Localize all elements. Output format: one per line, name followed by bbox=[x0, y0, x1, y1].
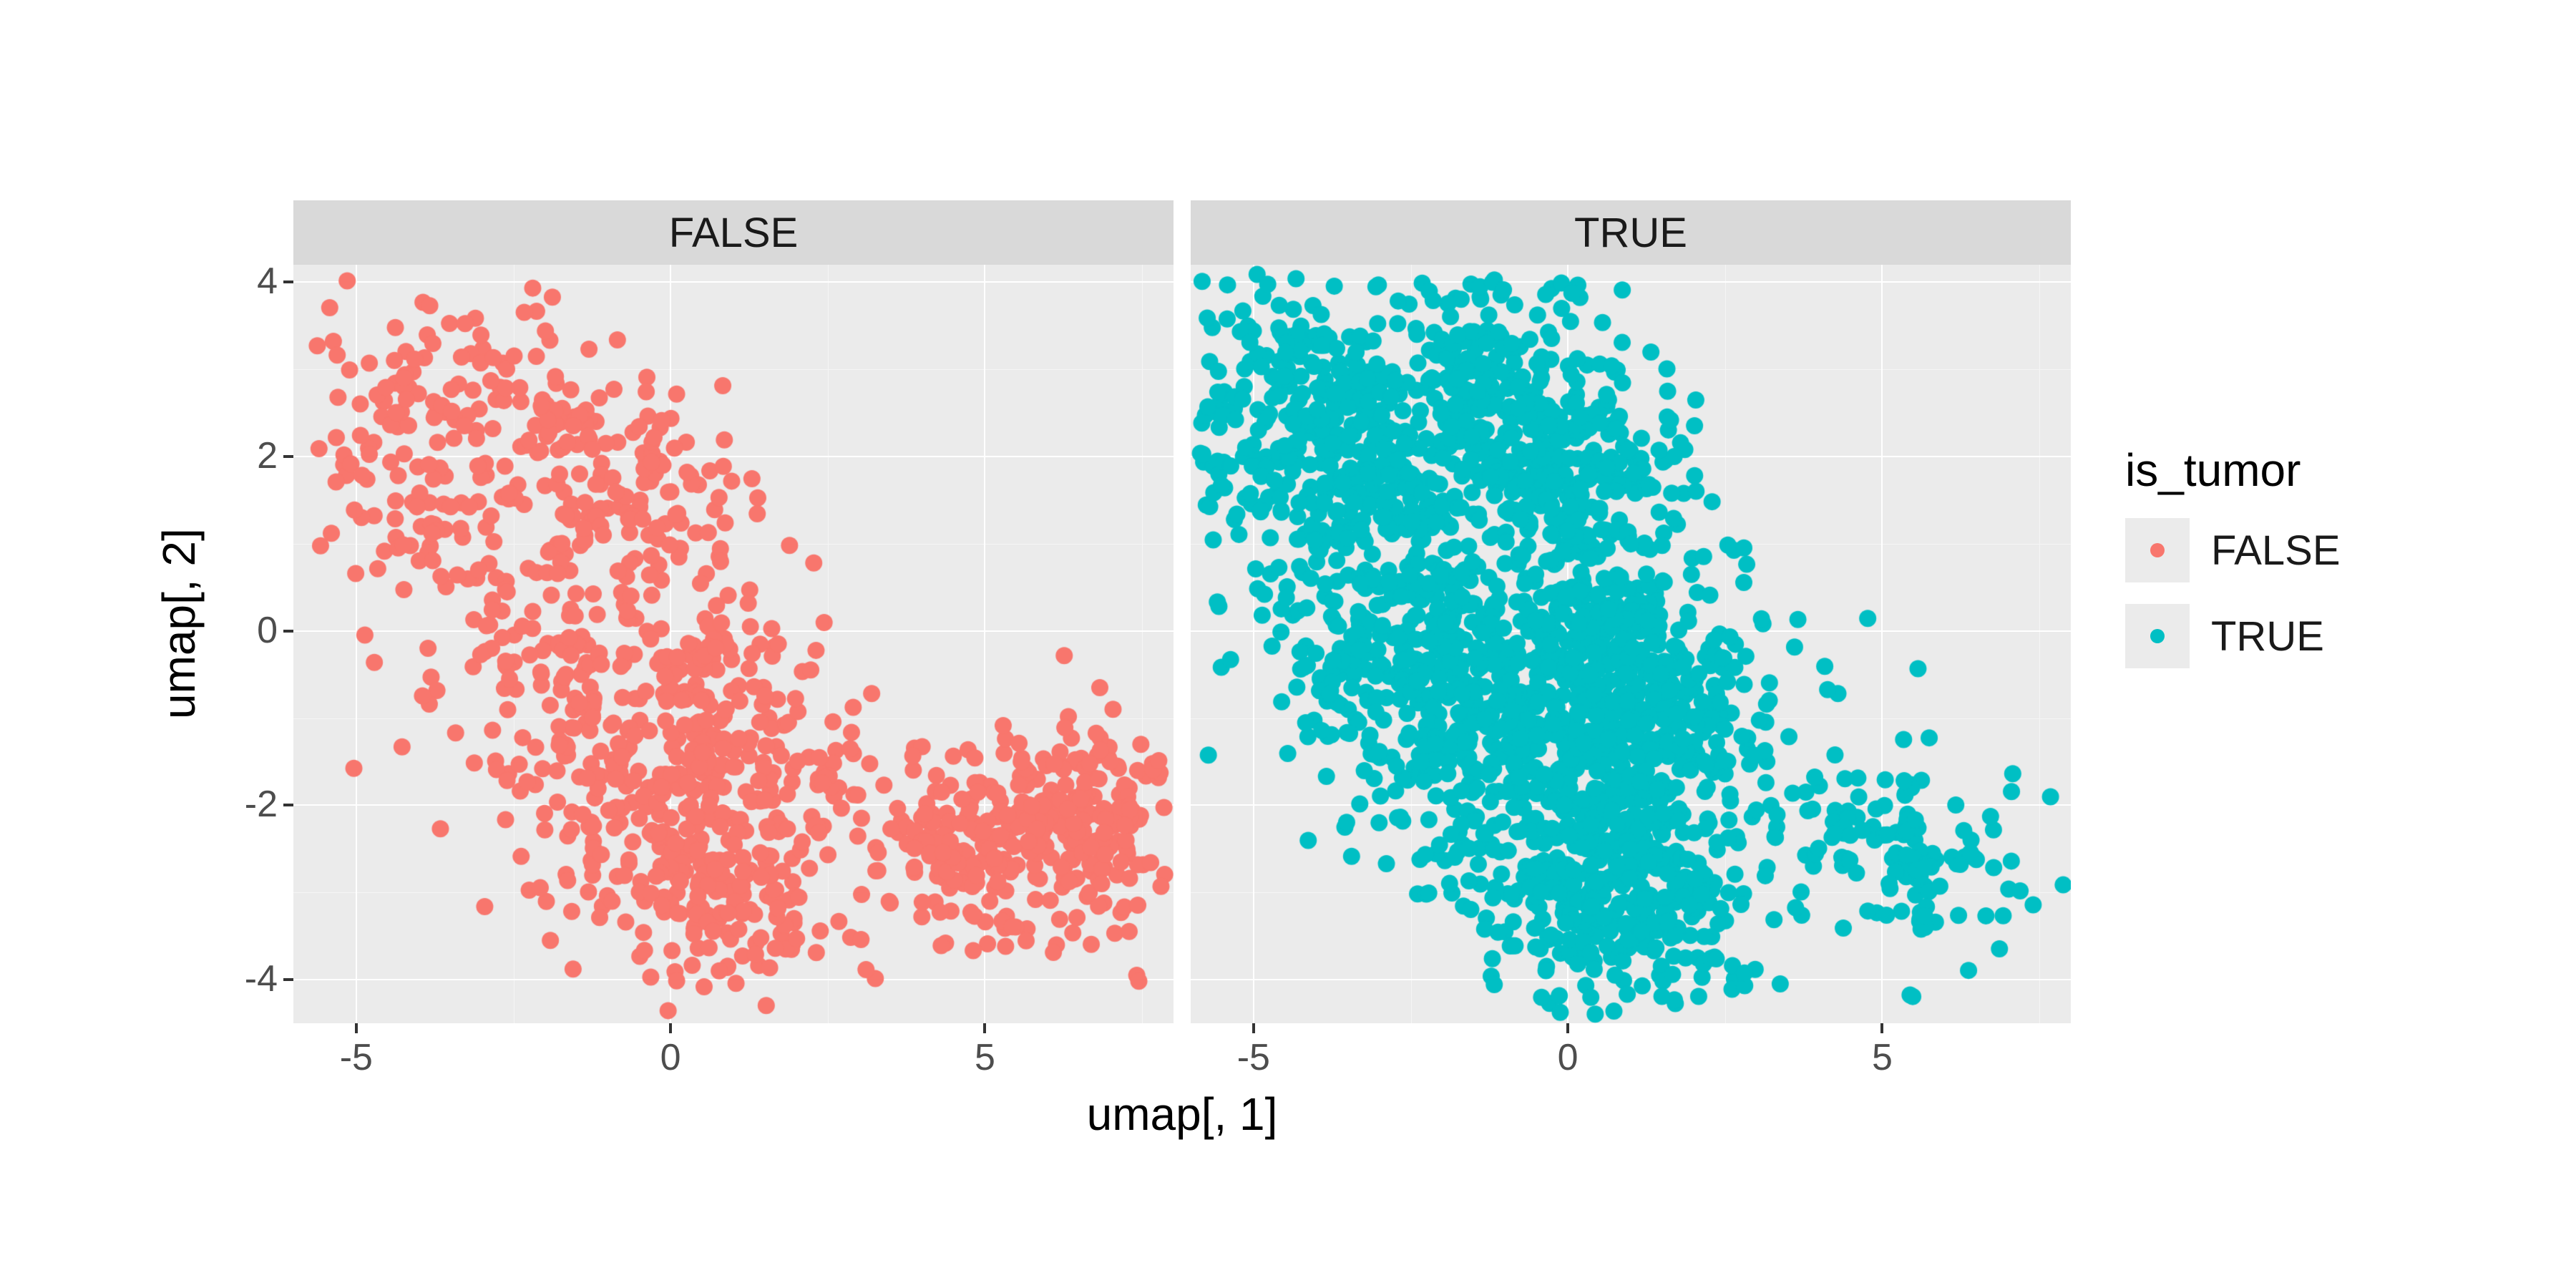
x-tick-label: 5 bbox=[956, 1036, 1013, 1079]
x-tick bbox=[1252, 1023, 1255, 1033]
y-tick-label: 2 bbox=[257, 434, 278, 477]
legend-title: is_tumor bbox=[2125, 444, 2341, 497]
facet-strip: FALSE bbox=[293, 200, 1174, 265]
x-tick bbox=[669, 1023, 672, 1033]
facet-strip-label: TRUE bbox=[1574, 209, 1687, 257]
legend-item: FALSE bbox=[2125, 518, 2341, 582]
y-axis-title: umap[, 2] bbox=[152, 576, 205, 719]
legend-item: TRUE bbox=[2125, 604, 2341, 668]
y-tick-label: -2 bbox=[245, 783, 278, 826]
legend-dot-icon bbox=[2150, 543, 2165, 557]
facet-strip: TRUE bbox=[1191, 200, 2071, 265]
x-tick bbox=[1880, 1023, 1883, 1033]
x-tick bbox=[983, 1023, 986, 1033]
x-tick-label: -5 bbox=[328, 1036, 385, 1079]
figure-root: umap[, 2] umap[, 1] FALSE -5 0 5 TRUE -5 0 5 -4 -… bbox=[0, 0, 2576, 1288]
x-tick-label: 0 bbox=[1539, 1036, 1596, 1079]
legend-dot-icon bbox=[2150, 629, 2165, 643]
x-tick bbox=[355, 1023, 358, 1033]
y-tick-label: 4 bbox=[257, 260, 278, 303]
y-tick bbox=[283, 455, 293, 458]
y-tick bbox=[283, 978, 293, 981]
x-tick-label: -5 bbox=[1225, 1036, 1282, 1079]
y-tick bbox=[283, 804, 293, 806]
y-tick-label: -4 bbox=[245, 957, 278, 1000]
x-tick-label: 0 bbox=[642, 1036, 699, 1079]
x-axis-title: umap[, 1] bbox=[1075, 1088, 1289, 1141]
scatter-points bbox=[293, 265, 1174, 1023]
x-tick-label: 5 bbox=[1853, 1036, 1911, 1079]
legend-key bbox=[2125, 604, 2190, 668]
legend-item-label: TRUE bbox=[2211, 613, 2324, 660]
legend-item-label: FALSE bbox=[2211, 527, 2341, 575]
y-tick bbox=[283, 280, 293, 283]
legend-items: FALSE TRUE bbox=[2125, 518, 2341, 668]
x-tick bbox=[1566, 1023, 1569, 1033]
scatter-points bbox=[1191, 265, 2071, 1023]
y-tick bbox=[283, 630, 293, 633]
legend-key bbox=[2125, 518, 2190, 582]
facet-panel bbox=[1191, 265, 2071, 1023]
facet-panel bbox=[293, 265, 1174, 1023]
facet-strip-label: FALSE bbox=[669, 209, 799, 257]
legend: is_tumor FALSE TRUE bbox=[2125, 444, 2341, 668]
y-tick-label: 0 bbox=[257, 609, 278, 652]
